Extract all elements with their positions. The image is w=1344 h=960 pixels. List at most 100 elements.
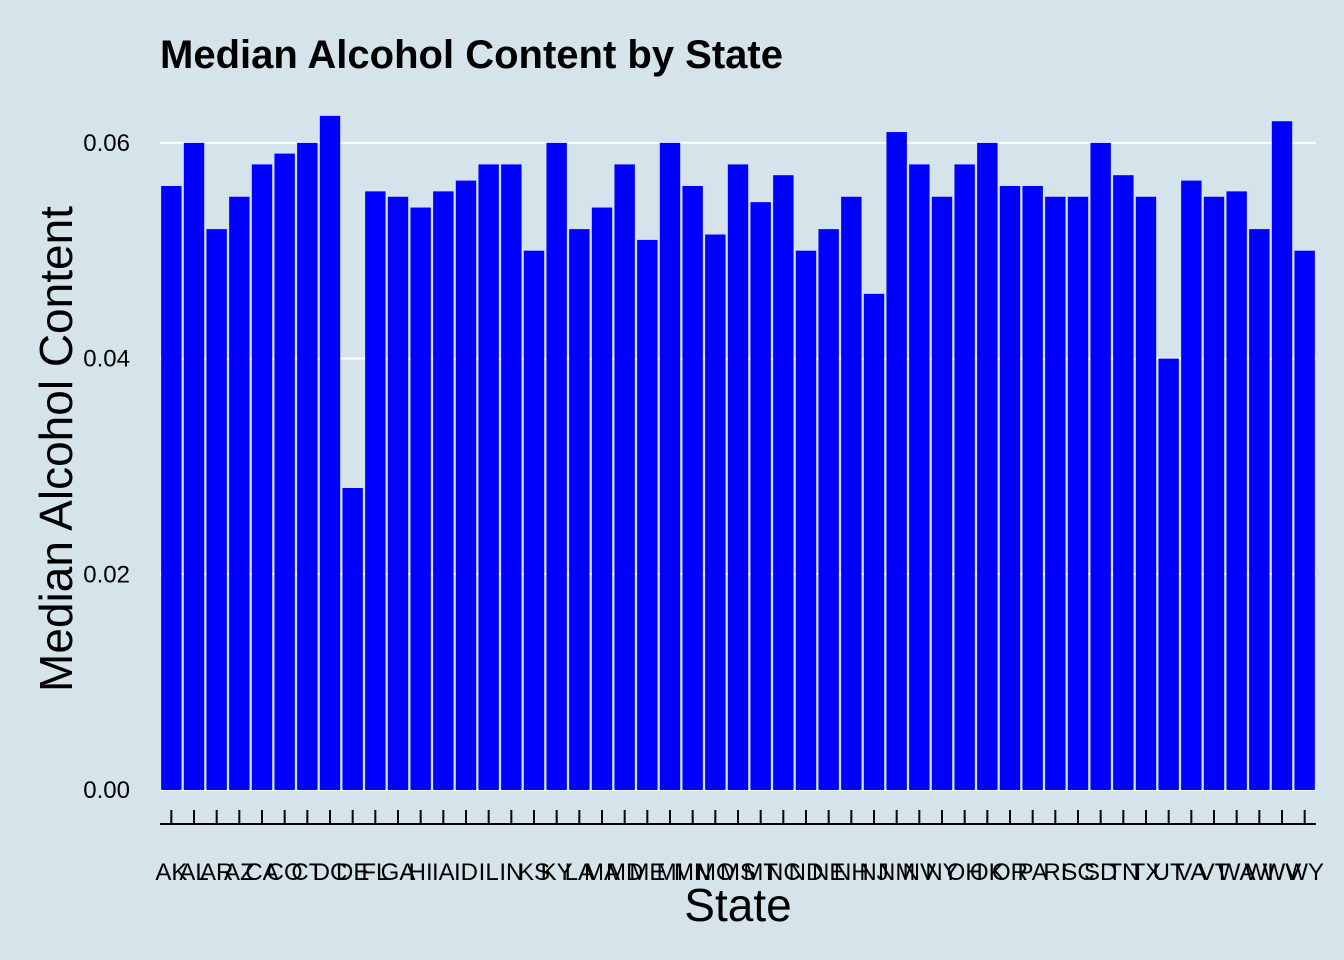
x-tick-label-hi: HI: [409, 859, 433, 886]
x-tick-label-de: DE: [336, 859, 369, 886]
bar-va: [1181, 180, 1202, 790]
x-tick-label-wa: WA: [1218, 859, 1256, 886]
x-tick-label-id: ID: [454, 859, 478, 886]
x-tick-label-nm: NM: [878, 859, 915, 886]
bars: [161, 115, 1315, 791]
x-tick-label-ia: IA: [432, 859, 455, 886]
bar-ca: [251, 164, 273, 790]
x-tick-label-tx: TX: [1131, 859, 1162, 886]
bar-ms: [727, 164, 749, 790]
x-tick-label-ms: MS: [720, 859, 756, 886]
bar-ar: [206, 229, 227, 790]
x-tick-label-ri: RI: [1043, 859, 1067, 886]
x-tick-label-mt: MT: [743, 859, 778, 886]
x-tick-label-pa: PA: [1018, 859, 1048, 886]
x-tick-label-me: ME: [629, 859, 665, 886]
bar-wy: [1294, 250, 1315, 790]
bar-in: [501, 164, 522, 790]
bar-ny: [931, 196, 953, 791]
bar-ri: [1045, 196, 1066, 791]
bar-il: [478, 164, 499, 790]
bar-ia: [433, 191, 454, 790]
bar-or: [999, 185, 1021, 790]
bar-pa: [1022, 185, 1043, 790]
bar-de: [342, 487, 363, 790]
x-tick-label-nc: NC: [766, 859, 801, 886]
x-tick-label-ne: NE: [812, 859, 845, 886]
bar-ok: [977, 142, 998, 790]
bar-ct: [297, 142, 318, 790]
bar-al: [183, 142, 205, 790]
bar-nc: [773, 175, 794, 791]
bar-co: [274, 153, 295, 791]
x-tick-label-oh: OH: [947, 859, 983, 886]
x-tick-label-ny: NY: [925, 859, 958, 886]
bar-vt: [1203, 196, 1225, 791]
bar-oh: [954, 164, 975, 790]
bar-nd: [795, 250, 817, 790]
bar-hi: [410, 207, 431, 790]
bar-ga: [387, 196, 409, 791]
bar-wv: [1271, 121, 1293, 790]
bar-wa: [1226, 191, 1247, 790]
x-tick-label-fl: FL: [361, 859, 389, 886]
bar-nh: [841, 196, 862, 791]
bar-mn: [682, 185, 703, 790]
y-tick-label: 0.02: [83, 561, 130, 588]
bar-ks: [523, 250, 545, 790]
bar-wi: [1249, 229, 1270, 790]
bar-me: [637, 239, 658, 791]
x-tick-label-ut: UT: [1153, 859, 1185, 886]
bar-mt: [750, 202, 771, 791]
bar-mo: [705, 234, 726, 790]
x-tick-label-nv: NV: [903, 859, 936, 886]
x-tick-label-ga: GA: [381, 859, 416, 886]
x-tick-label-la: LA: [565, 859, 594, 886]
bar-tx: [1135, 196, 1157, 791]
x-tick-label-az: AZ: [224, 859, 255, 886]
x-tick-label-nh: NH: [834, 859, 869, 886]
bar-dc: [319, 115, 341, 791]
bar-sd: [1090, 142, 1111, 790]
bar-nv: [909, 164, 930, 790]
bar-fl: [365, 191, 386, 790]
bar-az: [229, 196, 250, 791]
x-tick-label-ma: MA: [584, 859, 620, 886]
x-tick-label-in: IN: [499, 859, 523, 886]
x-tick-label-wy: WY: [1285, 859, 1324, 886]
x-tick-label-ks: KS: [518, 859, 550, 886]
x-tick-label-ca: CA: [245, 859, 278, 886]
bar-nm: [886, 132, 907, 791]
x-tick-label-wi: WI: [1245, 859, 1274, 886]
x-tick-label-va: VA: [1176, 859, 1206, 886]
bar-ne: [818, 229, 839, 790]
bar-nj: [863, 293, 885, 790]
y-tick-label: 0.00: [83, 777, 130, 804]
x-tick-label-sc: SC: [1061, 859, 1094, 886]
bar-sc: [1067, 196, 1089, 791]
x-tick-label-or: OR: [992, 859, 1028, 886]
x-tick-label-mi: MI: [657, 859, 684, 886]
x-tick-label-sd: SD: [1084, 859, 1117, 886]
bar-md: [614, 164, 635, 790]
x-tick-label-vt: VT: [1199, 859, 1230, 886]
bar-ut: [1158, 358, 1179, 790]
x-tick-label-md: MD: [606, 859, 643, 886]
x-tick-label-ct: CT: [291, 859, 323, 886]
chart-title: Median Alcohol Content by State: [160, 33, 783, 77]
x-tick-label-nj: NJ: [859, 859, 888, 886]
x-tick-label-il: IL: [479, 859, 499, 886]
x-tick-label-ky: KY: [541, 859, 573, 886]
bar-la: [569, 229, 590, 790]
x-tick-label-al: AL: [179, 859, 208, 886]
x-tick-label-mn: MN: [674, 859, 711, 886]
bar-id: [455, 180, 477, 790]
y-tick-label: 0.04: [83, 346, 130, 373]
x-tick-label-ak: AK: [155, 859, 187, 886]
bar-mi: [659, 142, 681, 790]
x-tick-label-ok: OK: [970, 859, 1005, 886]
x-tick-label-tn: TN: [1107, 859, 1139, 886]
